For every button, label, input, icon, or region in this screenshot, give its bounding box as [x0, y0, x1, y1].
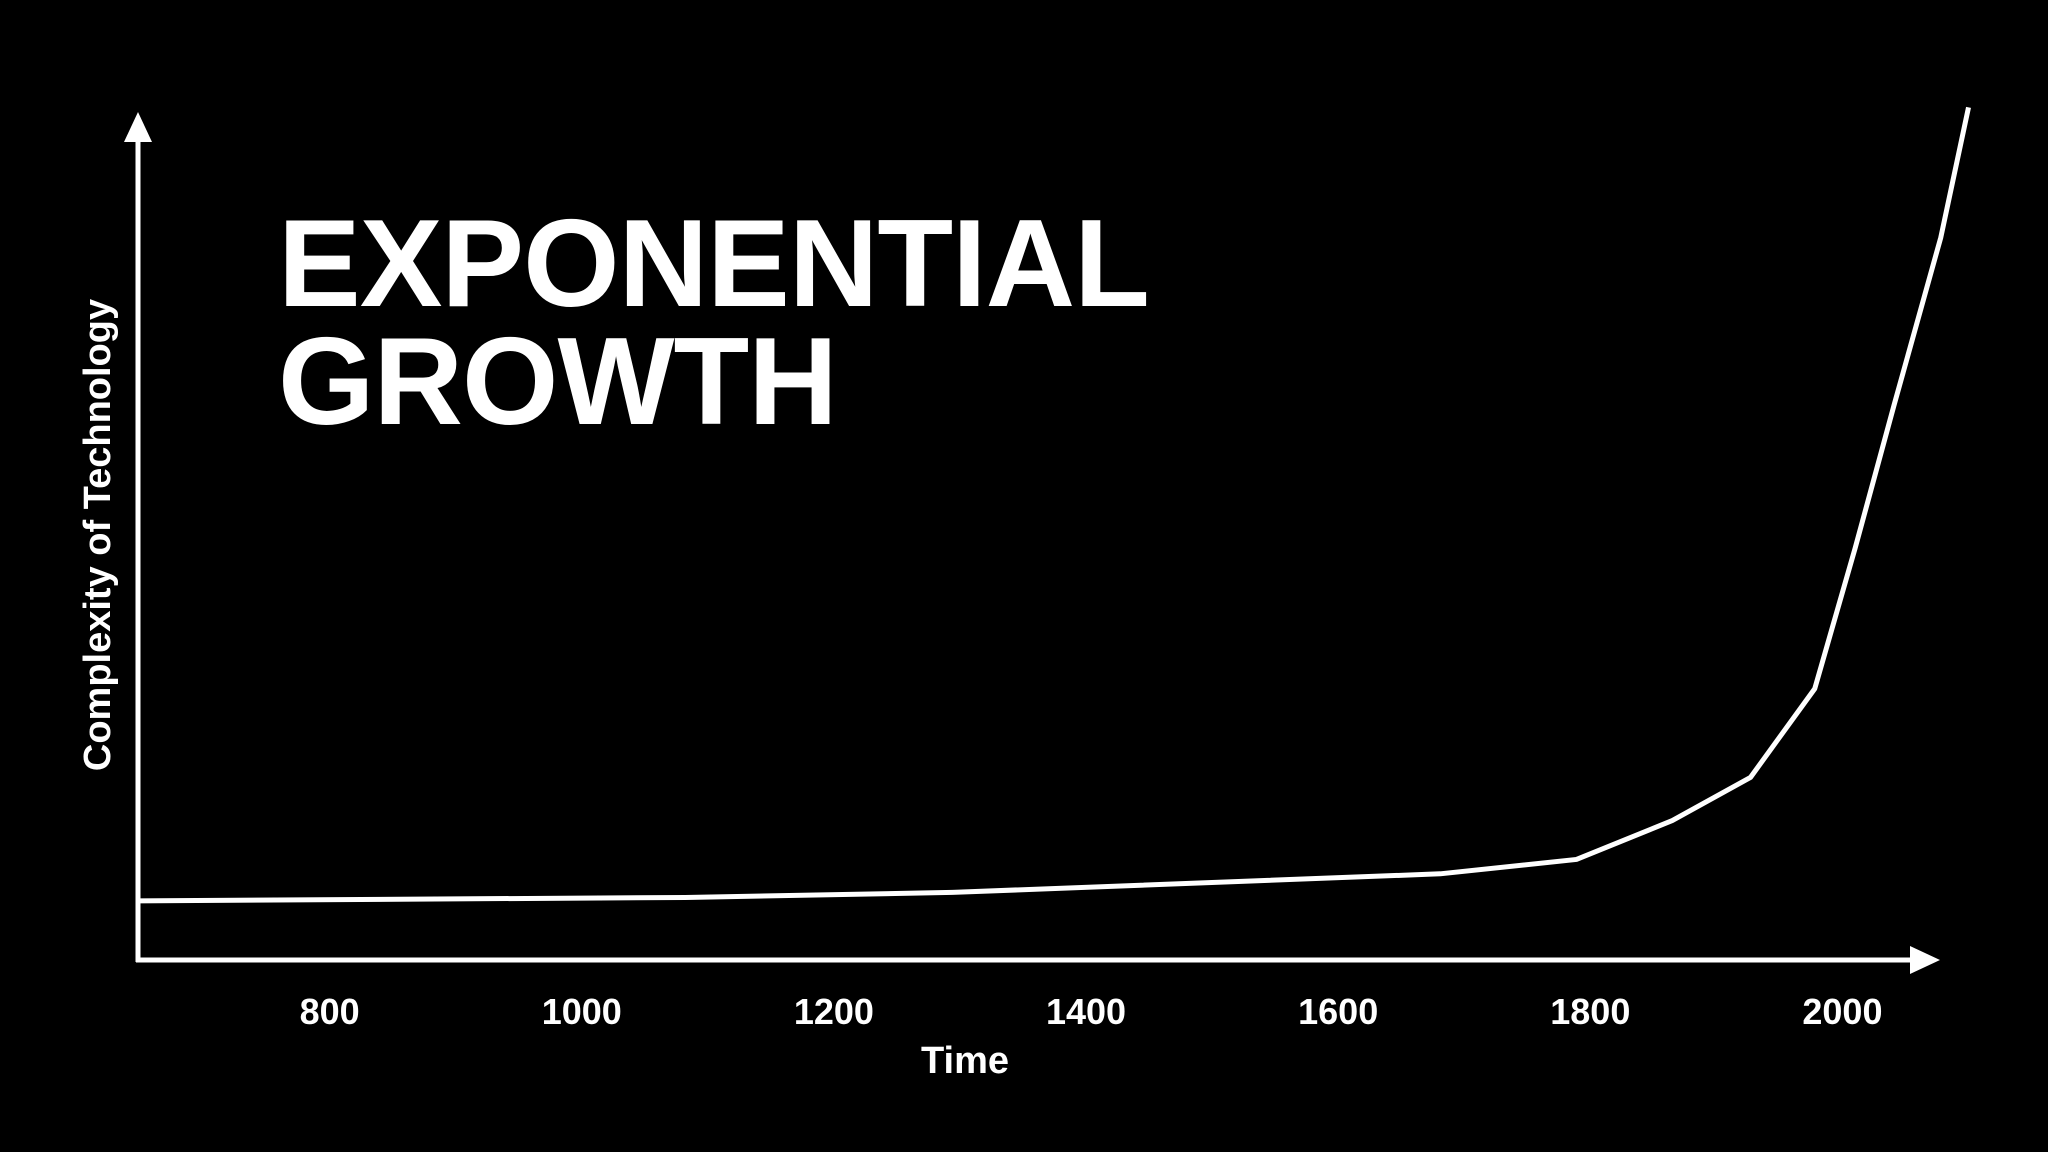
x-axis-label: Time — [921, 1040, 1009, 1082]
data-line — [137, 106, 1971, 904]
x-tick-label: 1600 — [1298, 991, 1378, 1032]
x-axis-arrow — [1910, 946, 1940, 974]
x-tick-label: 2000 — [1802, 991, 1882, 1032]
x-tick-label: 1400 — [1046, 991, 1126, 1032]
y-axis-label: Complexity of Technology — [77, 299, 119, 771]
x-tick-label: 1000 — [542, 991, 622, 1032]
x-tick-label: 1200 — [794, 991, 874, 1032]
x-tick-label: 800 — [300, 991, 360, 1032]
x-tick-label: 1800 — [1550, 991, 1630, 1032]
y-axis-arrow — [124, 112, 152, 142]
chart-title: EXPONENTIAL GROWTH — [278, 195, 1148, 451]
